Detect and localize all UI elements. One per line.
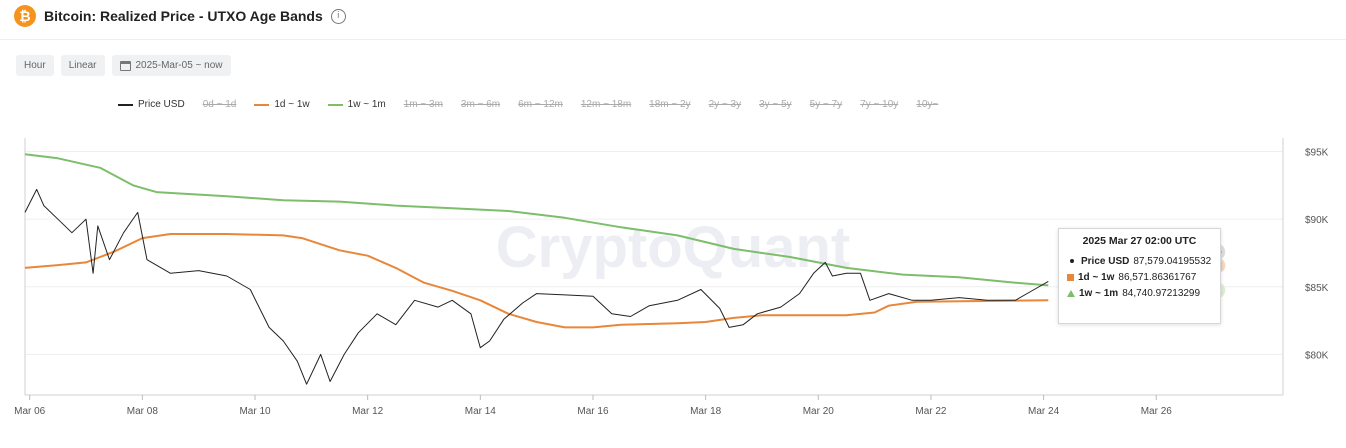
legend-item[interactable]: 2y ~ 3y <box>709 99 742 110</box>
tooltip-row-1w-1m: 1w ~ 1m 84,740.97213299 <box>1067 285 1212 301</box>
triangle-marker-icon <box>1067 289 1075 297</box>
x-tick-label: Mar 06 <box>14 406 46 417</box>
legend-item[interactable]: 1m ~ 3m <box>404 99 443 110</box>
legend-item[interactable]: 0d ~ 1d <box>203 99 237 110</box>
legend-label: 1m ~ 3m <box>403 99 443 110</box>
legend-label: 1w ~ 1m <box>347 99 386 110</box>
legend-item[interactable]: 5y ~ 7y <box>810 99 843 110</box>
legend-swatch <box>327 103 343 106</box>
legend-item[interactable]: 3m ~ 6m <box>461 99 500 110</box>
x-tick-label: Mar 22 <box>915 406 947 417</box>
x-tick-label: Mar 18 <box>690 406 722 417</box>
x-tick-label: Mar 16 <box>577 406 609 417</box>
legend-label: 18m ~ 2y <box>649 99 691 110</box>
interval-label: Hour <box>24 60 46 71</box>
y-tick-label: $90K <box>1305 215 1329 226</box>
x-tick-label: Mar 20 <box>803 406 835 417</box>
series-line-price-usd <box>24 188 1049 385</box>
legend-label: 3m ~ 6m <box>460 99 501 110</box>
legend-label: Price USD <box>138 99 185 110</box>
x-tick-label: Mar 10 <box>239 406 271 417</box>
chart-tooltip: 2025 Mar 27 02:00 UTC Price USD 87,579.0… <box>1058 228 1221 324</box>
tooltip-row-value: 84,740.97213299 <box>1122 287 1201 299</box>
scale-button[interactable]: Linear <box>60 55 105 76</box>
y-tick-label: $80K <box>1305 350 1329 361</box>
tooltip-row-1d-1w: 1d ~ 1w 86,571.86361767 <box>1067 269 1212 285</box>
tooltip-row-label: 1w ~ 1m <box>1079 287 1119 299</box>
legend-item[interactable]: 10y~ <box>916 99 938 110</box>
chart-title: Bitcoin: Realized Price - UTXO Age Bands <box>44 8 323 24</box>
x-tick-label: Mar 14 <box>465 406 497 417</box>
series-line-1w-1m <box>24 153 1049 287</box>
legend-item[interactable]: Price USD <box>118 99 185 110</box>
x-tick-label: Mar 12 <box>352 406 384 417</box>
date-range-button[interactable]: 2025-Mar-05 ~ now <box>111 55 231 76</box>
tooltip-row-label: Price USD <box>1081 255 1130 267</box>
legend-swatch <box>254 103 270 106</box>
chart-header: ₿ Bitcoin: Realized Price - UTXO Age Ban… <box>14 4 346 28</box>
series-line-1d-1w <box>24 233 1049 329</box>
tooltip-row-value: 87,579.04195532 <box>1133 255 1212 267</box>
y-tick-label: $95K <box>1305 148 1329 159</box>
y-tick-label: $85K <box>1305 283 1329 294</box>
legend-item[interactable]: 3y ~ 5y <box>759 99 792 110</box>
info-icon[interactable]: i <box>330 8 346 24</box>
bitcoin-logo-icon: ₿ <box>14 5 36 27</box>
legend-item[interactable]: 12m ~ 18m <box>581 99 631 110</box>
legend-label: 3y ~ 5y <box>759 99 792 110</box>
legend-item[interactable]: 7y ~ 10y <box>860 99 898 110</box>
tooltip-row-value: 86,571.86361767 <box>1118 271 1197 283</box>
legend-label: 2y ~ 3y <box>708 99 742 110</box>
legend-item[interactable]: 1w ~ 1m <box>327 99 386 110</box>
chart-legend: Price USD 0d ~ 1d 1d ~ 1w 1w ~ 1m 1m ~ 3m 3m … <box>118 99 938 110</box>
legend-label: 0d ~ 1d <box>202 99 237 110</box>
legend-label: 1d ~ 1w <box>274 99 310 110</box>
legend-item[interactable]: 6m ~ 12m <box>518 99 563 110</box>
legend-swatch <box>118 103 133 106</box>
legend-label: 5y ~ 7y <box>809 99 843 110</box>
watermark: CryptoQuant <box>496 215 850 280</box>
legend-label: 12m ~ 18m <box>580 99 632 110</box>
price-marker-icon <box>1070 259 1074 263</box>
header-divider <box>0 39 1346 40</box>
x-tick-label: Mar 08 <box>127 406 159 417</box>
legend-label: 6m ~ 12m <box>518 99 563 110</box>
calendar-icon <box>119 60 131 71</box>
chart-toolbar: Hour Linear 2025-Mar-05 ~ now <box>16 55 231 76</box>
tooltip-row-price: Price USD 87,579.04195532 <box>1067 253 1212 269</box>
x-tick-label: Mar 26 <box>1141 406 1173 417</box>
x-tick-label: Mar 24 <box>1028 406 1060 417</box>
chart-plot[interactable]: CryptoQuant $80K $85K $90K $95K Mar 06 Mar 08 M… <box>0 130 1346 448</box>
legend-label: 7y ~ 10y <box>860 99 899 110</box>
date-range-label: 2025-Mar-05 ~ now <box>135 60 223 71</box>
legend-label: 10y~ <box>916 99 939 110</box>
scale-label: Linear <box>68 60 97 71</box>
legend-item[interactable]: 18m ~ 2y <box>649 99 690 110</box>
tooltip-row-label: 1d ~ 1w <box>1078 271 1115 283</box>
interval-button[interactable]: Hour <box>16 55 54 76</box>
square-marker-icon <box>1067 273 1074 281</box>
tooltip-title: 2025 Mar 27 02:00 UTC <box>1082 235 1197 247</box>
legend-item[interactable]: 1d ~ 1w <box>254 99 310 110</box>
